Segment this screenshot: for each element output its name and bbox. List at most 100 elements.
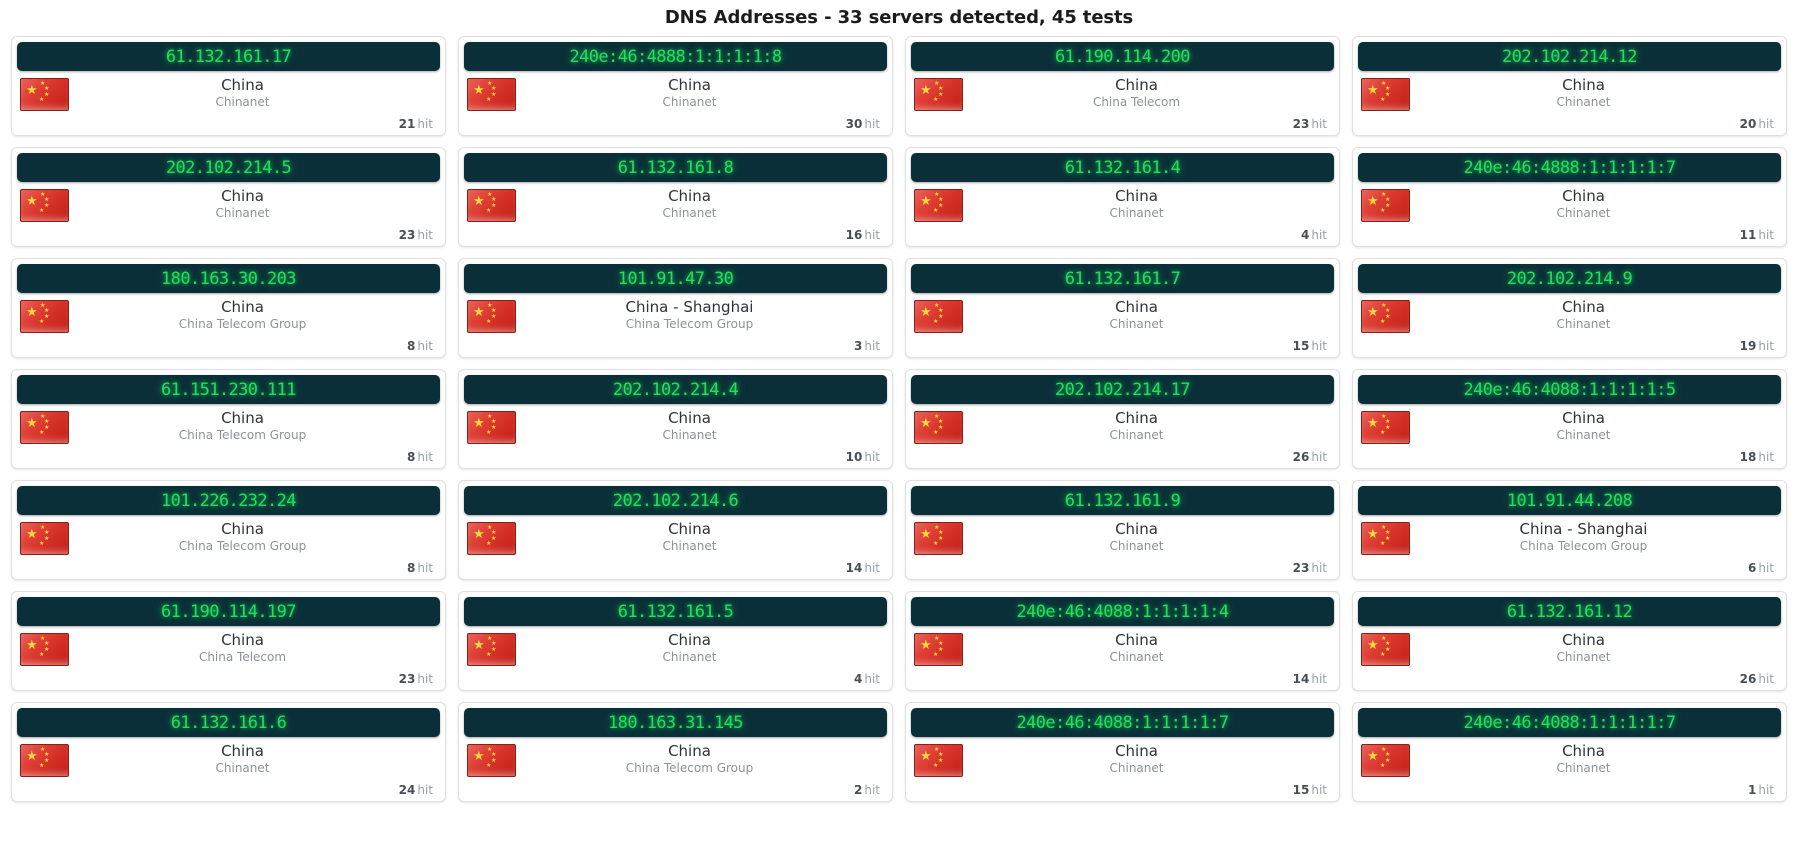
flag-star-small-2: ★ bbox=[491, 85, 497, 92]
provider-label: Chinanet bbox=[1109, 761, 1164, 775]
provider-label: China Telecom Group bbox=[178, 539, 307, 553]
dns-address-text: 61.132.161.6 bbox=[170, 712, 287, 733]
flag-star-small-1: ★ bbox=[1381, 413, 1387, 420]
flag-star-small-1: ★ bbox=[487, 635, 493, 642]
dns-server-card[interactable]: 240e:46:4088:1:1:1:1:4 ★ ★ ★ ★ ★ China Chinanet… bbox=[905, 591, 1340, 691]
dns-server-card[interactable]: 180.163.31.145 ★ ★ ★ ★ ★ China China Telecom Gr… bbox=[458, 702, 893, 802]
dns-address-bar: 101.91.44.208 bbox=[1358, 486, 1781, 515]
dns-server-card[interactable]: 61.190.114.200 ★ ★ ★ ★ ★ China China Telecom 23 h… bbox=[905, 36, 1340, 136]
flag-star-small-2: ★ bbox=[938, 418, 944, 425]
dns-address-bar: 61.190.114.197 bbox=[17, 597, 440, 626]
dns-server-info: China China Telecom Group bbox=[49, 299, 440, 332]
hit-count-unit: hit bbox=[417, 228, 433, 242]
dns-server-card[interactable]: 101.91.47.30 ★ ★ ★ ★ ★ China - Shanghai China T… bbox=[458, 258, 893, 358]
flag-star-small-3: ★ bbox=[1385, 757, 1391, 764]
dns-server-card[interactable]: 180.163.30.203 ★ ★ ★ ★ ★ China China Telecom Gr… bbox=[11, 258, 446, 358]
dns-server-info: China Chinanet bbox=[496, 77, 887, 110]
dns-server-info: China Chinanet bbox=[49, 743, 440, 776]
dns-server-card[interactable]: 61.132.161.9 ★ ★ ★ ★ ★ China Chinanet 23 hit bbox=[905, 480, 1340, 580]
dns-server-card[interactable]: 61.151.230.111 ★ ★ ★ ★ ★ China China Telecom Gr… bbox=[11, 369, 446, 469]
dns-server-card[interactable]: 240e:46:4088:1:1:1:1:7 ★ ★ ★ ★ ★ China Chinanet… bbox=[1352, 702, 1787, 802]
dns-server-card[interactable]: 61.132.161.8 ★ ★ ★ ★ ★ China Chinanet 16 hit bbox=[458, 147, 893, 247]
dns-server-card[interactable]: 61.132.161.6 ★ ★ ★ ★ ★ China Chinanet 24 hit bbox=[11, 702, 446, 802]
dns-address-bar: 180.163.30.203 bbox=[17, 264, 440, 293]
flag-star-small-1: ★ bbox=[487, 302, 493, 309]
flag-star-small-3: ★ bbox=[1385, 424, 1391, 431]
flag-star-small-1: ★ bbox=[1381, 80, 1387, 87]
flag-star-large: ★ bbox=[1367, 305, 1379, 320]
dns-address-bar: 61.132.161.9 bbox=[911, 486, 1334, 515]
flag-star-small-3: ★ bbox=[491, 535, 497, 542]
dns-address-bar: 240e:46:4888:1:1:1:1:7 bbox=[1358, 153, 1781, 182]
cn-flag-icon: ★ ★ ★ ★ ★ bbox=[1361, 522, 1410, 555]
flag-star-small-4: ★ bbox=[1380, 429, 1386, 436]
flag-star-small-4: ★ bbox=[1380, 318, 1386, 325]
flag-star-small-1: ★ bbox=[40, 413, 46, 420]
dns-server-card[interactable]: 202.102.214.9 ★ ★ ★ ★ ★ China Chinanet 19 hit bbox=[1352, 258, 1787, 358]
dns-server-card[interactable]: 240e:46:4088:1:1:1:1:7 ★ ★ ★ ★ ★ China Chinanet… bbox=[905, 702, 1340, 802]
dns-card-body: ★ ★ ★ ★ ★ China Chinanet 14 hit bbox=[911, 626, 1334, 687]
dns-server-card[interactable]: 61.132.161.12 ★ ★ ★ ★ ★ China Chinanet 26 hit bbox=[1352, 591, 1787, 691]
dns-server-card[interactable]: 202.102.214.4 ★ ★ ★ ★ ★ China Chinanet 10 hit bbox=[458, 369, 893, 469]
hit-count: 24 hit bbox=[399, 783, 433, 797]
provider-label: China Telecom Group bbox=[1519, 539, 1648, 553]
flag-star-small-4: ★ bbox=[39, 540, 45, 547]
dns-card-body: ★ ★ ★ ★ ★ China China Telecom Group 8 hit bbox=[17, 404, 440, 465]
cn-flag-icon: ★ ★ ★ ★ ★ bbox=[467, 411, 516, 444]
cn-flag-icon: ★ ★ ★ ★ ★ bbox=[20, 633, 69, 666]
flag-star-small-4: ★ bbox=[486, 96, 492, 103]
flag-star-small-4: ★ bbox=[933, 318, 939, 325]
cn-flag-icon: ★ ★ ★ ★ ★ bbox=[914, 189, 963, 222]
dns-server-card[interactable]: 240e:46:4888:1:1:1:1:7 ★ ★ ★ ★ ★ China Chinanet… bbox=[1352, 147, 1787, 247]
dns-server-card[interactable]: 61.132.161.7 ★ ★ ★ ★ ★ China Chinanet 15 hit bbox=[905, 258, 1340, 358]
hit-count: 23 hit bbox=[1293, 561, 1327, 575]
dns-server-card[interactable]: 240e:46:4888:1:1:1:1:8 ★ ★ ★ ★ ★ China Chinanet… bbox=[458, 36, 893, 136]
hit-count: 8 hit bbox=[407, 339, 433, 353]
dns-address-text: 61.132.161.12 bbox=[1506, 601, 1633, 622]
dns-server-card[interactable]: 61.190.114.197 ★ ★ ★ ★ ★ China China Telecom 23 h… bbox=[11, 591, 446, 691]
dns-server-card[interactable]: 202.102.214.12 ★ ★ ★ ★ ★ China Chinanet 20 hit bbox=[1352, 36, 1787, 136]
dns-server-card[interactable]: 202.102.214.6 ★ ★ ★ ★ ★ China Chinanet 14 hit bbox=[458, 480, 893, 580]
flag-star-small-2: ★ bbox=[44, 751, 50, 758]
country-label: China bbox=[221, 409, 264, 427]
dns-server-card[interactable]: 240e:46:4088:1:1:1:1:5 ★ ★ ★ ★ ★ China Chinanet… bbox=[1352, 369, 1787, 469]
dns-server-info: China Chinanet bbox=[49, 77, 440, 110]
flag-star-small-1: ★ bbox=[487, 413, 493, 420]
dns-server-card[interactable]: 61.132.161.4 ★ ★ ★ ★ ★ China Chinanet 4 hit bbox=[905, 147, 1340, 247]
dns-server-card[interactable]: 101.226.232.24 ★ ★ ★ ★ ★ China China Telecom Gr… bbox=[11, 480, 446, 580]
dns-server-card[interactable]: 101.91.44.208 ★ ★ ★ ★ ★ China - Shanghai China … bbox=[1352, 480, 1787, 580]
hit-count-unit: hit bbox=[1311, 783, 1327, 797]
page-title: DNS Addresses - 33 servers detected, 45 … bbox=[664, 7, 1134, 28]
dns-server-card[interactable]: 202.102.214.5 ★ ★ ★ ★ ★ China Chinanet 23 hit bbox=[11, 147, 446, 247]
dns-server-info: China Chinanet bbox=[496, 410, 887, 443]
hit-count-unit: hit bbox=[864, 672, 880, 686]
hit-count-number: 23 bbox=[1292, 561, 1310, 575]
cn-flag-icon: ★ ★ ★ ★ ★ bbox=[914, 300, 963, 333]
hit-count: 4 hit bbox=[1301, 228, 1327, 242]
flag-star-small-2: ★ bbox=[44, 529, 50, 536]
flag-star-small-2: ★ bbox=[1385, 751, 1391, 758]
flag-star-large: ★ bbox=[920, 416, 932, 431]
country-label: China bbox=[1562, 631, 1605, 649]
flag-star-small-2: ★ bbox=[938, 196, 944, 203]
flag-star-large: ★ bbox=[26, 416, 38, 431]
flag-star-small-4: ★ bbox=[933, 540, 939, 547]
dns-card-body: ★ ★ ★ ★ ★ China - Shanghai China Telecom Group… bbox=[464, 293, 887, 354]
hit-count-unit: hit bbox=[417, 450, 433, 464]
hit-count: 20 hit bbox=[1740, 117, 1774, 131]
hit-count-unit: hit bbox=[864, 561, 880, 575]
dns-card-body: ★ ★ ★ ★ ★ China Chinanet 15 hit bbox=[911, 737, 1334, 798]
dns-address-text: 202.102.214.5 bbox=[165, 157, 292, 178]
country-label: China - Shanghai bbox=[1519, 520, 1648, 538]
flag-star-large: ★ bbox=[473, 83, 485, 98]
dns-server-card[interactable]: 61.132.161.17 ★ ★ ★ ★ ★ China Chinanet 21 hit bbox=[11, 36, 446, 136]
dns-server-card[interactable]: 202.102.214.17 ★ ★ ★ ★ ★ China Chinanet 26 hit bbox=[905, 369, 1340, 469]
flag-star-large: ★ bbox=[920, 527, 932, 542]
flag-star-small-2: ★ bbox=[1385, 85, 1391, 92]
dns-card-body: ★ ★ ★ ★ ★ China Chinanet 26 hit bbox=[1358, 626, 1781, 687]
country-label: China bbox=[1562, 409, 1605, 427]
dns-server-card[interactable]: 61.132.161.5 ★ ★ ★ ★ ★ China Chinanet 4 hit bbox=[458, 591, 893, 691]
cn-flag-icon: ★ ★ ★ ★ ★ bbox=[1361, 633, 1410, 666]
flag-star-small-1: ★ bbox=[934, 191, 940, 198]
cn-flag-icon: ★ ★ ★ ★ ★ bbox=[1361, 300, 1410, 333]
